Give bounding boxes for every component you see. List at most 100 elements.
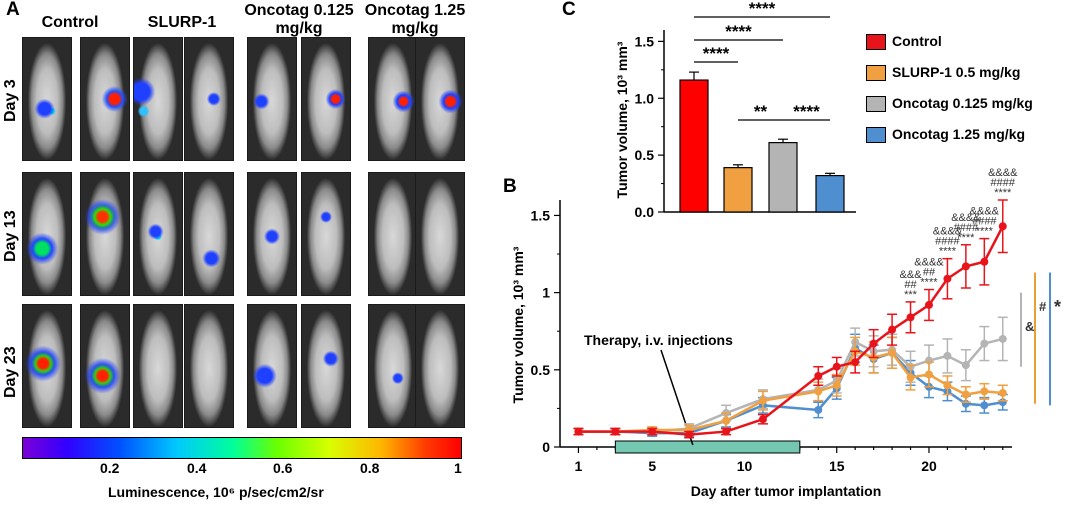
data-point xyxy=(998,388,1007,397)
colorbar-tick: 1 xyxy=(454,460,462,476)
colorbar-tick: 0.4 xyxy=(187,460,207,476)
row-label-day3: Day 3 xyxy=(2,79,19,122)
series-line xyxy=(578,349,1003,433)
series-line xyxy=(578,337,1004,433)
data-point xyxy=(611,427,620,436)
bar xyxy=(679,79,709,213)
data-point xyxy=(869,339,878,348)
mouse-image xyxy=(80,37,130,161)
series-2 xyxy=(573,316,1008,436)
data-point xyxy=(888,345,897,354)
bar-y-tick-label: 1.5 xyxy=(635,33,655,49)
data-point xyxy=(943,351,952,360)
mouse-image xyxy=(368,37,418,161)
mouse-image xyxy=(133,304,183,428)
data-point xyxy=(574,427,583,436)
data-point xyxy=(851,344,860,353)
data-point xyxy=(648,427,657,436)
legend-swatch-control xyxy=(866,34,886,50)
data-point xyxy=(685,429,694,438)
data-point xyxy=(851,338,860,347)
data-point xyxy=(961,361,970,370)
data-point xyxy=(906,313,915,322)
bar-y-tick-label: 0.5 xyxy=(635,147,655,163)
mouse-image xyxy=(247,304,297,428)
row-label-day13: Day 13 xyxy=(2,210,19,262)
bar-y-tick-label: 1.0 xyxy=(635,90,655,106)
mouse-image xyxy=(415,304,465,428)
mouse-image xyxy=(247,172,297,296)
data-point xyxy=(814,385,823,394)
significance-mark: #### xyxy=(972,216,997,228)
mouse-image xyxy=(184,172,234,296)
data-point xyxy=(814,405,823,414)
data-point xyxy=(758,396,767,405)
data-point xyxy=(758,395,767,404)
column-label-oncotag-high: Oncotag 1.25 mg/kg xyxy=(364,2,466,37)
data-point xyxy=(943,387,952,396)
colorbar-title: Luminescence, 10⁶ p/sec/cm2/sr xyxy=(108,484,324,500)
significance-label: **** xyxy=(703,44,730,63)
data-point xyxy=(851,347,860,356)
line-y-tick-label: 1.5 xyxy=(531,207,551,223)
data-point xyxy=(998,398,1007,407)
data-point xyxy=(685,426,694,435)
data-point xyxy=(998,222,1007,231)
significance-mark: &&&& xyxy=(988,167,1018,179)
data-point xyxy=(961,399,970,408)
line-y-tick-label: 0.5 xyxy=(531,362,551,378)
data-point xyxy=(906,368,915,377)
group-bracket-label: & xyxy=(1025,319,1034,334)
bar xyxy=(768,142,798,213)
data-point xyxy=(906,362,915,371)
significance-mark: ## xyxy=(904,279,917,291)
data-point xyxy=(685,424,694,433)
data-point xyxy=(832,376,841,385)
therapy-pointer-line xyxy=(660,349,694,446)
mouse-image xyxy=(22,304,72,428)
data-point xyxy=(758,415,767,424)
series-0 xyxy=(573,199,1008,439)
data-point xyxy=(832,381,841,390)
data-point xyxy=(814,371,823,380)
data-point xyxy=(924,382,933,391)
significance-mark: **** xyxy=(920,277,938,289)
line-x-axis-label: Day after tumor implantation xyxy=(691,483,882,499)
mouse-image xyxy=(80,304,130,428)
data-point xyxy=(888,348,897,357)
column-label-oncotag-low: Oncotag 0.125 mg/kg xyxy=(244,2,354,37)
significance-mark: &&&& xyxy=(951,212,981,224)
data-point xyxy=(961,390,970,399)
series-line xyxy=(578,225,1004,436)
significance-mark: #### xyxy=(954,222,979,234)
data-point xyxy=(722,416,731,425)
mouse-image xyxy=(22,172,72,296)
data-point xyxy=(814,387,823,396)
mouse-image xyxy=(184,304,234,428)
data-point xyxy=(574,427,583,436)
significance-mark: #### xyxy=(935,236,960,248)
panel-a-letter: A xyxy=(6,0,20,20)
significance-label: ** xyxy=(754,102,768,121)
mouse-image xyxy=(133,172,183,296)
therapy-label: Therapy, i.v. injections xyxy=(584,332,733,348)
line-y-tick-label: 1 xyxy=(542,285,550,301)
data-point xyxy=(648,426,657,435)
data-point xyxy=(924,356,933,365)
data-point xyxy=(851,358,860,367)
data-point xyxy=(722,409,731,418)
significance-mark: **** xyxy=(957,232,975,244)
bar-y-tick-label: 0.0 xyxy=(635,204,655,220)
significance-mark: #### xyxy=(991,177,1016,189)
group-bracket-label: * xyxy=(1054,297,1061,317)
mouse-image xyxy=(415,172,465,296)
mouse-image xyxy=(368,172,418,296)
legend-label-oncotag-high: Oncotag 1.25 mg/kg xyxy=(892,126,1026,142)
data-point xyxy=(832,362,841,371)
colorbar-tick: 0.6 xyxy=(273,460,293,476)
data-point xyxy=(722,427,731,436)
data-point xyxy=(980,257,989,266)
mouse-image xyxy=(247,37,297,161)
data-point xyxy=(888,325,897,334)
data-point xyxy=(574,427,583,436)
